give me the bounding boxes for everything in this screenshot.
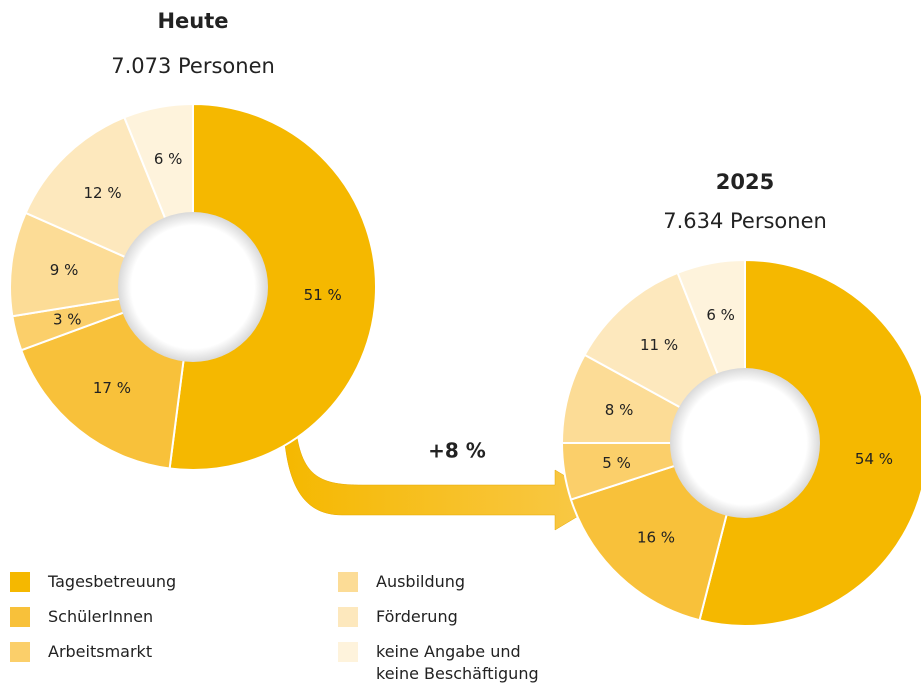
legend-swatch: [338, 572, 358, 592]
legend-item: keine Angabe und keine Beschäftigung: [338, 642, 551, 685]
data-label: 6 %: [706, 306, 735, 324]
data-label: 54 %: [855, 450, 893, 468]
legend-item: Tagesbetreuung: [10, 572, 223, 593]
legend-label: keine Angabe und keine Beschäftigung: [376, 642, 539, 683]
legend-label: Ausbildung: [376, 572, 466, 591]
legend-swatch: [10, 572, 30, 592]
data-label: 51 %: [304, 286, 342, 304]
legend-swatch: [10, 607, 30, 627]
chart-title: 2025: [716, 170, 774, 194]
legend-label: Arbeitsmarkt: [48, 642, 153, 661]
legend-swatch: [338, 642, 358, 662]
donut-hole: [118, 212, 268, 362]
annotation: +8 %: [428, 439, 486, 463]
legend-item: SchülerInnen: [10, 607, 223, 628]
legend-swatch: [10, 642, 30, 662]
data-label: 12 %: [84, 184, 122, 202]
legend-label: Förderung: [376, 607, 458, 626]
data-label: 16 %: [637, 528, 675, 546]
chart-title: Heute: [157, 9, 228, 33]
donut-hole: [670, 368, 820, 518]
data-label: 8 %: [605, 401, 634, 419]
data-label: 11 %: [640, 336, 678, 354]
data-label: 3 %: [53, 310, 82, 328]
arrow: [282, 404, 606, 531]
legend-swatch: [338, 607, 358, 627]
legend-item: Ausbildung: [338, 572, 551, 593]
data-label: 6 %: [154, 150, 183, 168]
legend-item: Förderung: [338, 607, 551, 628]
legend-label: SchülerInnen: [48, 607, 154, 626]
chart-subtitle: 7.073 Personen: [111, 54, 275, 78]
data-label: 17 %: [93, 379, 131, 397]
chart-subtitle: 7.634 Personen: [663, 209, 827, 233]
data-label: 9 %: [50, 261, 79, 279]
data-label: 5 %: [602, 454, 631, 472]
legend-label: Tagesbetreuung: [48, 572, 177, 591]
pie-slice: [168, 102, 377, 471]
legend-item: Arbeitsmarkt: [10, 642, 223, 663]
